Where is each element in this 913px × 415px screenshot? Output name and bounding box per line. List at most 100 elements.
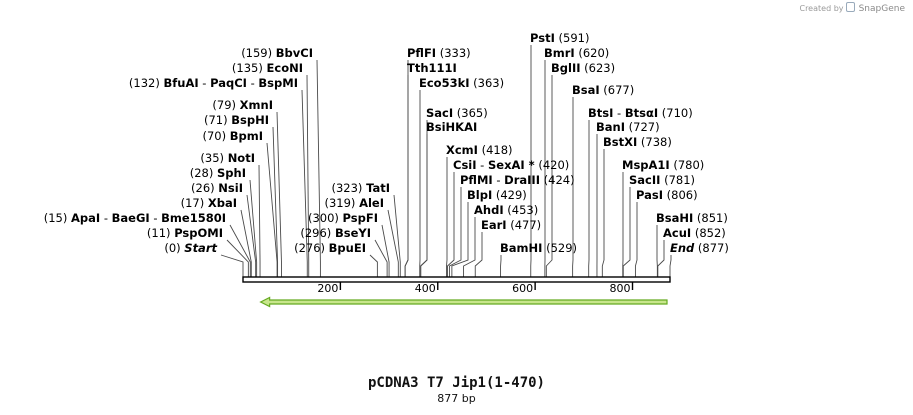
enzyme-name: SacII [629, 173, 660, 187]
site-line-sphi [249, 179, 258, 277]
site-lines [220, 45, 672, 277]
site-line-acui [657, 240, 665, 277]
feature-arrow[interactable] [259, 296, 668, 308]
site-position: (17) [181, 196, 208, 210]
name-separator: - [100, 211, 111, 225]
enzyme-name: PasI [636, 188, 663, 202]
site-position: (333) [436, 46, 471, 60]
site-label-bseyi[interactable]: (296) BseYI [300, 226, 371, 240]
site-label-bglii[interactable]: BglII (623) [551, 61, 615, 75]
enzyme-name: AcuI [663, 226, 691, 240]
site-line-end [669, 255, 672, 277]
site-label-bsihkai[interactable]: BsiHKAI [426, 120, 477, 134]
site-position: (738) [637, 135, 672, 149]
site-label-apai[interactable]: (15) ApaI - BaeGI - Bme1580I [44, 211, 226, 225]
site-position: (276) [294, 241, 329, 255]
name-separator: - [150, 211, 161, 225]
site-label-nsii[interactable]: (26) NsiI [191, 181, 243, 195]
site-label-bstxi[interactable]: BstXI (738) [603, 135, 672, 149]
enzyme-name: BmrI [544, 46, 575, 60]
site-line-econi [306, 74, 310, 277]
site-label-end[interactable]: End (877) [670, 241, 729, 255]
site-label-xmni[interactable]: (79) XmnI [212, 98, 273, 112]
site-label-pflmi[interactable]: PflMI - DraIII (424) [460, 173, 575, 187]
site-label-btsi[interactable]: BtsI - BtsαI (710) [588, 106, 693, 120]
site-label-csii[interactable]: CsiI - SexAI * (420) [453, 158, 569, 172]
site-label-bfuai[interactable]: (132) BfuAI - PaqCI - BspMI [129, 76, 298, 90]
enzyme-name: XmnI [240, 98, 273, 112]
site-label-tati[interactable]: (323) TatI [332, 181, 391, 195]
plasmid-length: 877 bp [437, 392, 476, 405]
site-label-pflfi[interactable]: PflFI (333) [407, 46, 471, 60]
name-separator: - [199, 76, 210, 90]
site-position: (79) [212, 98, 239, 112]
site-label-start[interactable]: (0) Start [164, 241, 217, 255]
site-position: (0) [164, 241, 184, 255]
site-line-bsphi [272, 126, 279, 277]
site-label-eari[interactable]: EarI (477) [481, 218, 541, 232]
enzyme-name: End [670, 241, 695, 255]
site-label-mspa1i[interactable]: MspA1I (780) [622, 158, 704, 172]
site-label-bmri[interactable]: BmrI (620) [544, 46, 609, 60]
site-label-bpmi[interactable]: (70) BpmI [202, 129, 263, 143]
site-position: (300) [308, 211, 343, 225]
site-line-bfuai [301, 89, 308, 277]
site-label-xcmi[interactable]: XcmI (418) [446, 143, 513, 157]
site-line-blpi [451, 202, 469, 277]
backbone-strand [242, 276, 671, 283]
credit: Created by SnapGene [799, 2, 905, 14]
enzyme-name: SphI [217, 166, 246, 180]
enzyme-name: NotI [228, 151, 255, 165]
site-label-sacii[interactable]: SacII (781) [629, 173, 695, 187]
site-position: (132) [129, 76, 164, 90]
site-label-pspfi[interactable]: (300) PspFI [308, 211, 378, 225]
site-label-bpuei[interactable]: (276) BpuEI [294, 241, 366, 255]
site-position: (363) [470, 76, 505, 90]
site-line-csii [447, 172, 455, 277]
enzyme-name: BsaI [572, 83, 600, 97]
site-label-ahdi[interactable]: AhdI (453) [474, 203, 538, 217]
site-position: (135) [232, 61, 267, 75]
site-line-noti [258, 164, 261, 277]
site-label-econi[interactable]: (135) EcoNI [232, 61, 303, 75]
site-position: (727) [625, 120, 660, 134]
site-label-bani[interactable]: BanI (727) [596, 120, 660, 134]
enzyme-name: MspA1I [622, 158, 670, 172]
site-position: (851) [693, 211, 728, 225]
site-label-sphi[interactable]: (28) SphI [190, 166, 246, 180]
site-position: (877) [694, 241, 729, 255]
enzyme-name: DraIII [504, 173, 540, 187]
site-label-pasi[interactable]: PasI (806) [636, 188, 698, 202]
site-label-bsphi[interactable]: (71) BspHI [204, 113, 269, 127]
feature-arrow-shape[interactable] [259, 296, 668, 308]
site-position: (780) [670, 158, 705, 172]
ruler-tick-label: 600 [512, 282, 533, 295]
site-label-eco53ki[interactable]: Eco53kI (363) [419, 76, 504, 90]
site-position: (677) [600, 83, 635, 97]
enzyme-name: PspFI [343, 211, 378, 225]
enzyme-name: BpuEI [329, 241, 366, 255]
site-label-saci[interactable]: SacI (365) [426, 106, 488, 120]
enzyme-name: XbaI [208, 196, 237, 210]
site-label-bamhi[interactable]: BamHI (529) [500, 241, 577, 255]
site-label-tth111i[interactable]: Tth111I [407, 61, 457, 75]
site-label-psp-omi[interactable]: (11) PspOMI [147, 226, 223, 240]
site-label-bsai[interactable]: BsaI (677) [572, 83, 634, 97]
site-label-bsahi[interactable]: BsaHI (851) [656, 211, 728, 225]
site-label-alei[interactable]: (319) AleI [324, 196, 384, 210]
site-label-xbai[interactable]: (17) XbaI [181, 196, 237, 210]
site-line-tati [393, 194, 401, 277]
enzyme-name: PflMI [460, 173, 493, 187]
site-position: (852) [691, 226, 726, 240]
site-line-alei [387, 209, 399, 277]
site-label-bbvci[interactable]: (159) BbvCI [241, 46, 313, 60]
site-label-acui[interactable]: AcuI (852) [663, 226, 726, 240]
site-label-blpi[interactable]: BlpI (429) [467, 188, 527, 202]
ruler-tick-label: 200 [317, 282, 338, 295]
credit-brand: SnapGene [858, 4, 905, 14]
enzyme-name: EarI [481, 218, 507, 232]
site-label-psti[interactable]: PstI (591) [530, 31, 589, 45]
site-label-noti[interactable]: (35) NotI [200, 151, 255, 165]
site-line-bseyi [374, 239, 388, 277]
